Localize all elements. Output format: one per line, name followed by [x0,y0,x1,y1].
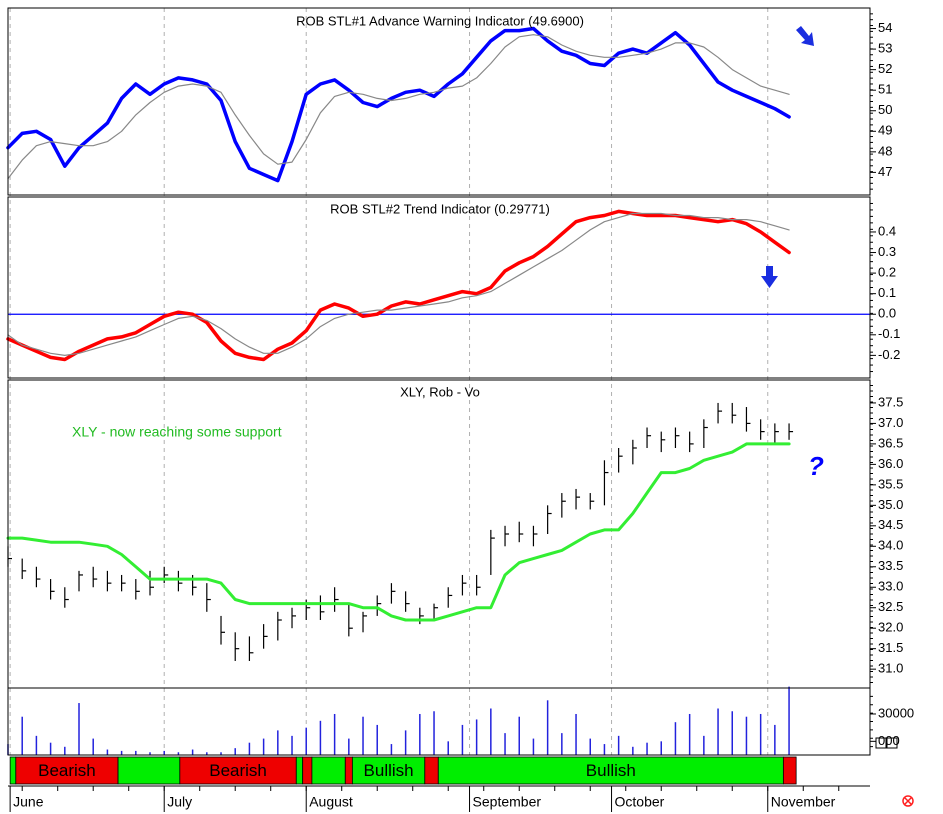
y-tick-label: 0.0 [878,306,896,321]
y-tick-label: 37.5 [878,394,903,409]
y-tick-label: 53 [878,41,892,56]
y-tick-label: 0.3 [878,244,896,259]
y-tick-label: 30000 [878,705,914,720]
y-tick-label: 35.0 [878,497,903,512]
y-tick-label: 31.0 [878,661,903,676]
y-tick-label: 33.5 [878,558,903,573]
y-tick-label: 50 [878,102,892,117]
close-icon [902,795,914,807]
y-tick-label: 35.5 [878,476,903,491]
y-tick-label: 0.2 [878,265,896,280]
regime-segment [179,756,297,785]
panel-frame [7,196,871,379]
regime-segment [295,756,304,785]
regime-segment [351,756,426,785]
regime-segment [437,756,784,785]
panel-title: XLY, Rob - Vo [400,384,480,399]
line-series [7,34,790,180]
y-tick-label: 32.5 [878,599,903,614]
y-tick-label: 51 [878,82,892,97]
y-tick-label: 37.0 [878,415,903,430]
y-tick-label: 36.5 [878,435,903,450]
line-series [7,212,790,356]
regime-label: Bearish [38,761,96,780]
panel-title: ROB STL#2 Trend Indicator (0.29771) [330,201,550,216]
line-series [6,442,791,622]
y-tick-label: 32.0 [878,620,903,635]
annotation: ? [808,451,824,481]
y-tick-label: 34.0 [878,538,903,553]
y-tick-label: 52 [878,61,892,76]
regime-segment [344,756,353,785]
line-series [6,26,791,183]
x-tick-label: November [771,794,836,810]
regime-label: Bullish [364,761,414,780]
regime-label: Bullish [586,761,636,780]
panel-frame [7,687,871,756]
arrow-down-right [796,26,814,46]
y-tick-label: 31.5 [878,640,903,655]
panel-title: ROB STL#1 Advance Warning Indicator (49.… [296,13,584,28]
x-tick-label: June [13,794,44,810]
regime-label: Bearish [209,761,267,780]
y-tick-label: 000 [878,733,900,748]
y-tick-label: -0.2 [878,347,900,362]
x-tick-label: August [309,794,353,810]
volume-legend-icon [875,737,898,749]
line-series [6,209,791,362]
y-tick-label: 36.0 [878,456,903,471]
annotation: XLY - now reaching some support [72,424,282,440]
y-tick-label: 0.1 [878,285,896,300]
regime-segment [311,756,346,785]
y-tick-label: 48 [878,143,892,158]
y-tick-label: 34.5 [878,517,903,532]
y-tick-label: -0.1 [878,326,900,341]
x-tick-label: July [167,794,192,810]
regime-segment [117,756,181,785]
arrow-down [761,266,778,288]
regime-segment [424,756,439,785]
y-tick-label: 47 [878,164,892,179]
panel-frame [7,7,871,196]
y-tick-label: 54 [878,20,892,35]
x-tick-label: September [473,794,542,810]
y-tick-label: 0.4 [878,223,896,238]
regime-segment [9,756,17,785]
y-tick-label: 49 [878,123,892,138]
regime-segment [302,756,313,785]
y-tick-label: 33.0 [878,579,903,594]
x-tick-label: October [615,794,665,810]
plot-layer: June July August September October November 47… [6,7,914,812]
regime-segment [782,756,797,785]
